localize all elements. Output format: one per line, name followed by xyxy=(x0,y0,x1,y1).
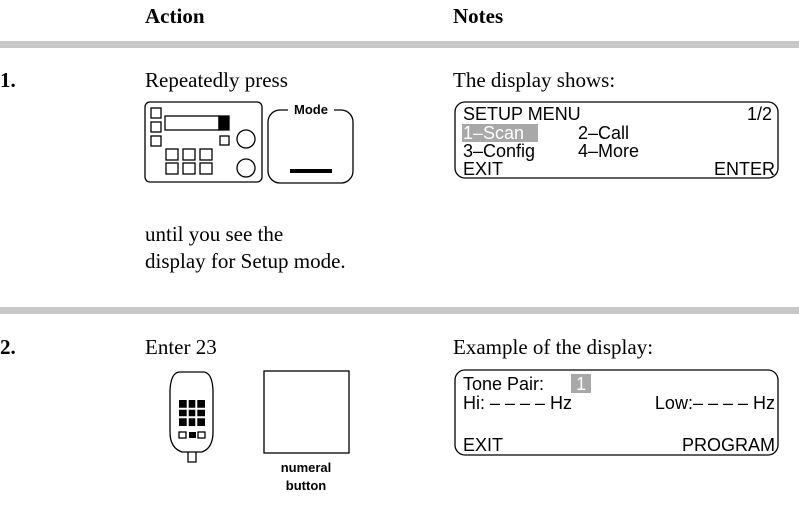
step-action: Repeatedly press xyxy=(145,68,288,92)
display-text: 1–Scan xyxy=(463,123,524,143)
col-header: Notes xyxy=(453,4,503,28)
button-label: numeral xyxy=(281,460,332,475)
rule xyxy=(0,41,799,48)
display-text: SETUP MENU xyxy=(463,104,581,124)
rule xyxy=(0,307,799,314)
display-text: 1 xyxy=(576,374,586,394)
display-text: EXIT xyxy=(463,435,503,455)
display-text: 1/2 xyxy=(747,104,772,124)
display-text: ENTER xyxy=(714,159,775,179)
display: Tone Pair: 1 Hi: – – – – Hz Low:– – – – … xyxy=(454,369,779,456)
step-notes: Example of the display: xyxy=(453,335,653,359)
step-action: until you see the xyxy=(145,222,283,246)
step-action: Enter 23 xyxy=(145,335,217,359)
step-number: 1. xyxy=(0,68,16,92)
display-text: EXIT xyxy=(463,159,503,179)
step-action: display for Setup mode. xyxy=(145,249,346,273)
mode-button: Mode xyxy=(267,100,354,184)
display-text: PROGRAM xyxy=(682,435,775,455)
display-text: 4–More xyxy=(578,141,639,161)
numeral-button xyxy=(263,370,350,454)
col-header: Action xyxy=(145,4,205,28)
step-notes: The display shows: xyxy=(453,68,615,92)
radio-icon xyxy=(144,101,263,183)
display-text: 2–Call xyxy=(578,123,629,143)
display-text: Low:– – – – Hz xyxy=(655,393,775,413)
display-text: Hi: – – – – Hz xyxy=(463,393,572,413)
button-label: button xyxy=(286,478,326,493)
step-number: 2. xyxy=(0,335,16,359)
microphone-icon xyxy=(169,371,214,463)
display-text: Tone Pair: xyxy=(463,374,544,394)
display: SETUP MENU 1/2 1–Scan 2–Call 3–Config 4–… xyxy=(454,101,779,179)
display-text: 3–Config xyxy=(463,141,535,161)
button-label: Mode xyxy=(294,102,328,117)
